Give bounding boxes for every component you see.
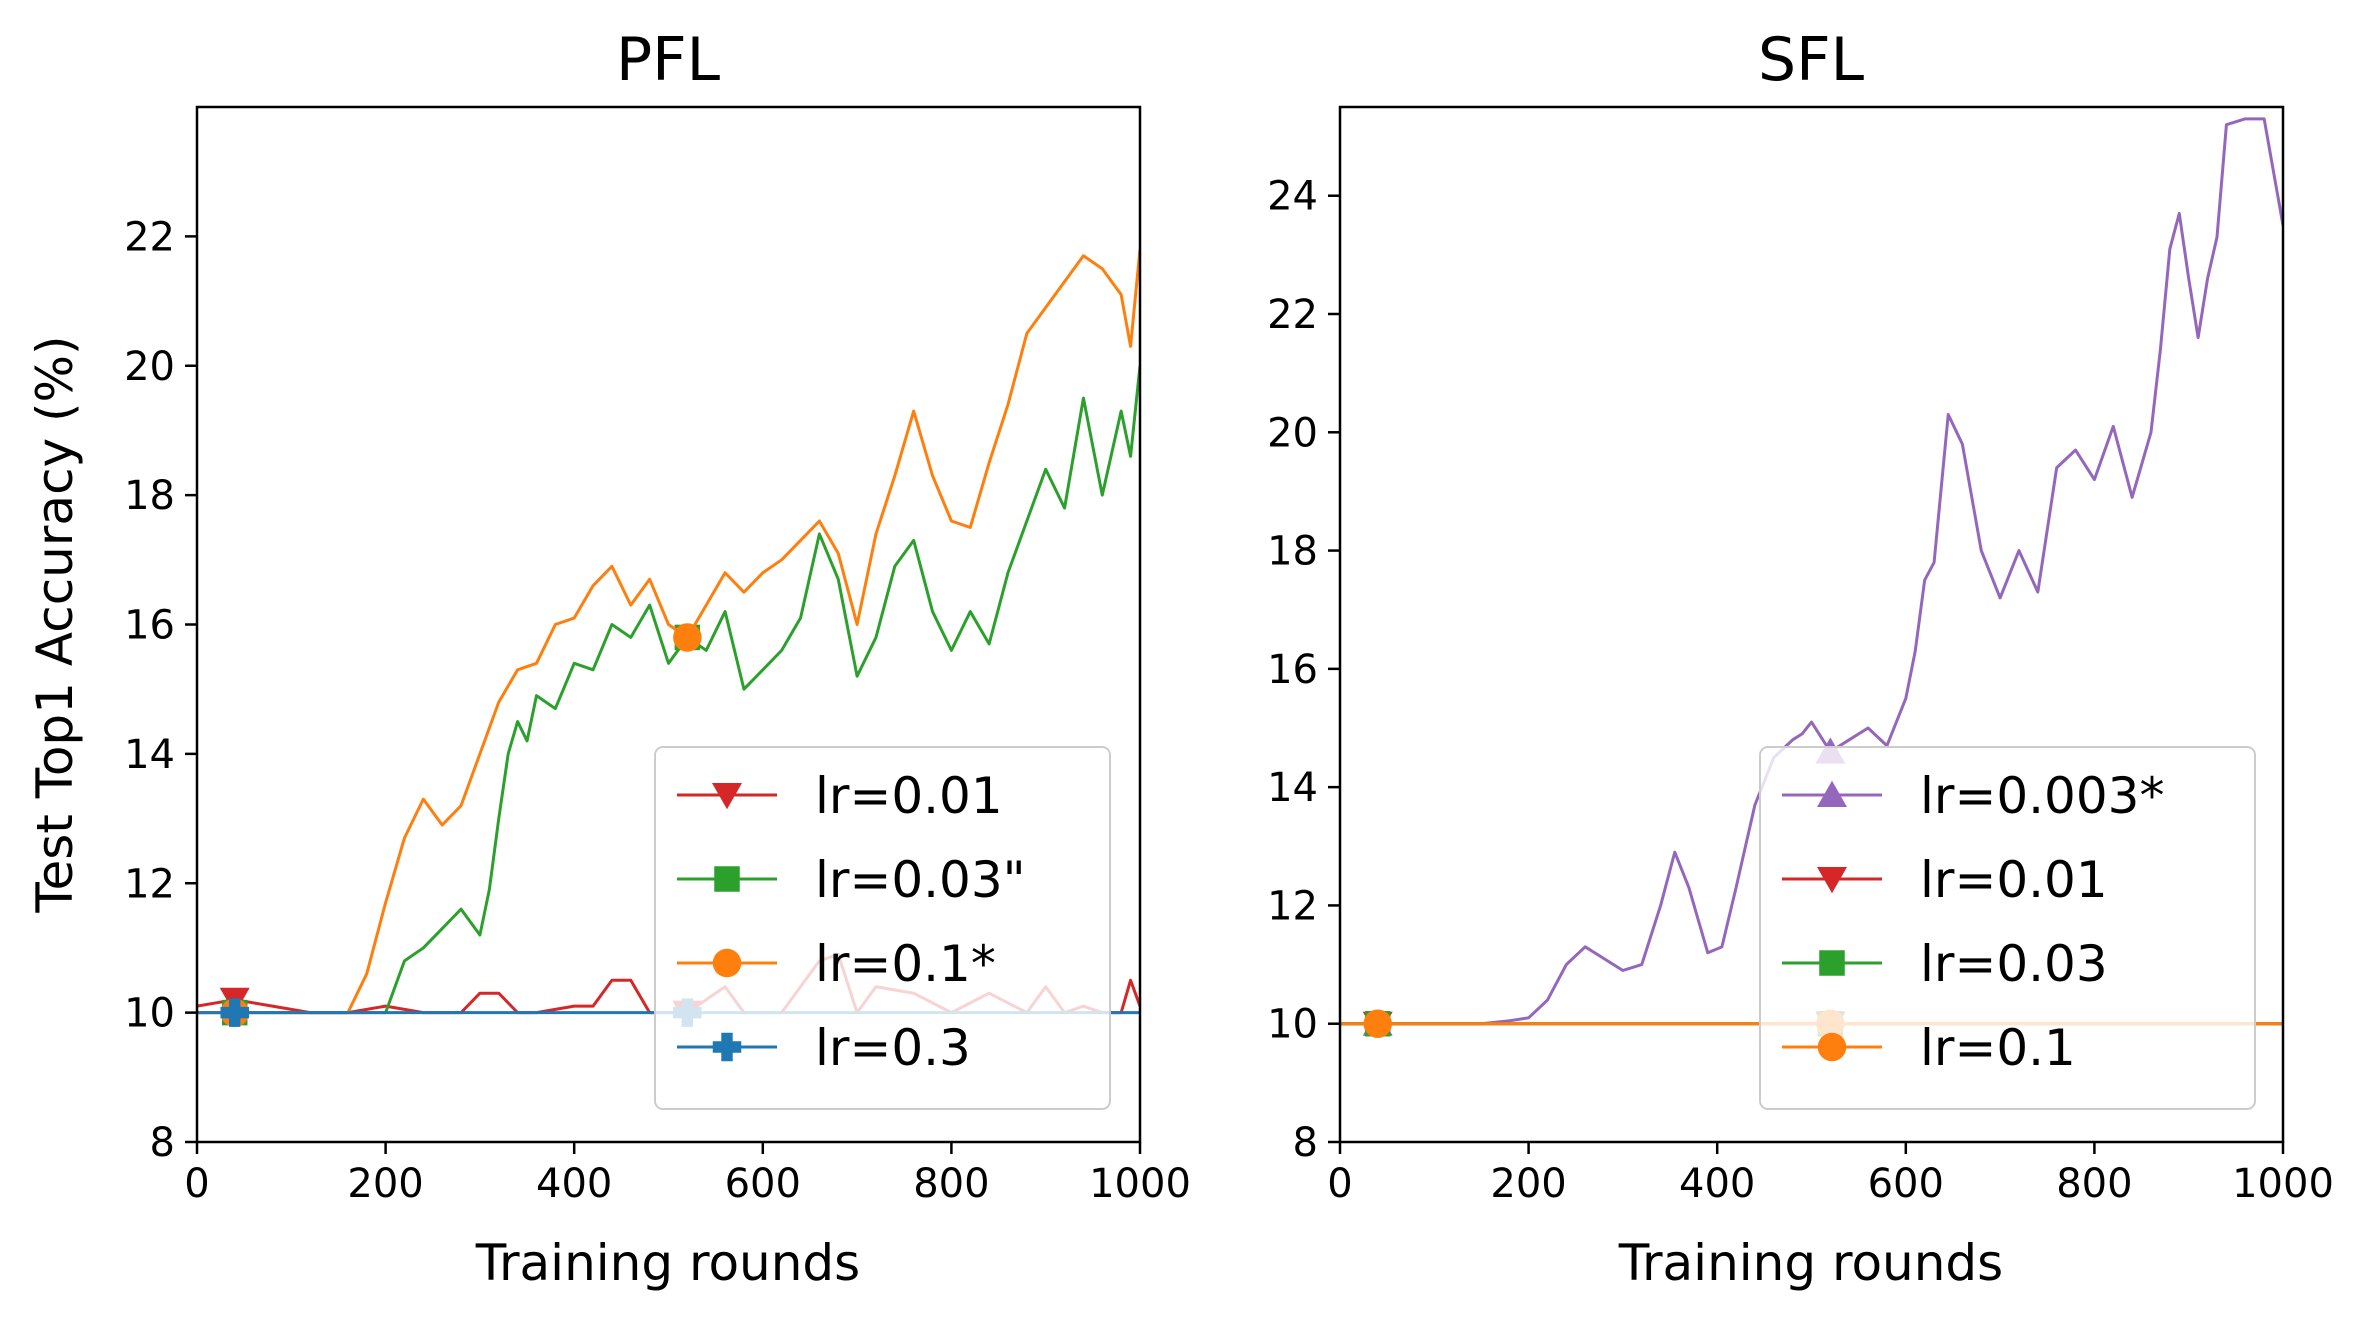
legend-marker [1817,1032,1847,1062]
legend-item-lr-0-1: lr=0.1 [1782,1019,2076,1077]
legend-item-lr-0-01: lr=0.01 [677,767,1003,825]
legend-label: lr=0.003* [1920,767,2164,825]
y-tick-label: 12 [124,861,175,907]
legend-label: lr=0.1* [815,935,996,993]
axes-frame [1338,105,2285,1144]
x-tick-label: 1000 [1089,1161,1191,1207]
x-tick-label: 0 [1327,1161,1352,1207]
y-tick-label: 14 [1267,765,1318,811]
x-tick-label: 200 [1490,1161,1566,1207]
y-axis-label: Test Top1 Accuracy (%) [26,335,84,913]
series-marker-lr-0-1 [673,623,702,652]
legend-item-lr-0-3: lr=0.3 [677,1019,971,1077]
legend-marker [712,783,742,810]
series-marker-lr-0-1 [1363,1009,1392,1038]
tick-layer: 0 200 400 600 800 1000 8 10 12 14 16 18 20 22 [124,214,1191,1207]
x-tick-label: 1000 [2232,1161,2334,1207]
y-tick-label: 24 [1267,174,1318,220]
x-axis-label: Training rounds [1618,1234,2003,1292]
legend-box [1759,746,2256,1110]
legend-marker [712,1032,742,1062]
legend-marker [712,948,742,978]
y-tick-label: 20 [124,344,175,390]
y-tick-label: 22 [124,214,175,260]
legend-marker [1819,950,1845,976]
legend-label: lr=0.1 [1920,1019,2076,1077]
x-tick-label: 800 [2056,1161,2132,1207]
chart-panel-sfl: SFL 0 200 400 600 800 1000 8 10 12 14 16 18 20 22 24 T… [1267,25,2334,1292]
x-tick-label: 0 [184,1161,209,1207]
y-tick-label: 14 [124,732,175,778]
y-tick-label: 22 [1267,292,1318,338]
legend-label: lr=0.01 [1920,851,2108,909]
y-tick-label: 12 [1267,883,1318,929]
y-tick-label: 18 [1267,529,1318,575]
y-tick-label: 10 [124,991,175,1037]
y-tick-label: 20 [1267,410,1318,456]
legend-label: lr=0.01 [815,767,1003,825]
legend-item-lr-0-03: lr=0.03" [677,851,1026,909]
chart-panel-pfl: PFL 0 200 400 600 800 1000 8 10 12 14 16 18 20 22 Tra… [26,25,1191,1292]
legend-item-lr-0-1: lr=0.1* [677,935,996,993]
legend-label: lr=0.3 [815,1019,971,1077]
x-tick-label: 600 [725,1161,801,1207]
y-tick-label: 8 [150,1120,175,1166]
tick-layer: 0 200 400 600 800 1000 8 10 12 14 16 18 20 22 24 [1267,174,2334,1207]
legend-marker [714,866,740,892]
series-line-lr-0-003 [1340,117,2283,1026]
y-tick-label: 18 [124,473,175,519]
x-tick-label: 400 [536,1161,612,1207]
y-tick-label: 16 [1267,647,1318,693]
legend-label: lr=0.03 [1920,935,2108,993]
series-line-lr-0-1 [197,249,1140,1015]
legend-item-lr-0-01: lr=0.01 [1782,851,2108,909]
x-tick-label: 600 [1868,1161,1944,1207]
x-tick-label: 200 [347,1161,423,1207]
legend-marker [1817,867,1847,894]
x-axis-label: Training rounds [475,1234,860,1292]
legend: lr=0.003* lr=0.01 lr=0.03 lr=0.1 [1759,746,2256,1110]
legend-box [654,746,1111,1110]
series-marker-lr-0-3 [220,998,249,1027]
legend-marker [1817,780,1847,807]
chart-title: SFL [1758,25,1865,95]
legend-label: lr=0.03" [815,851,1026,909]
y-tick-label: 16 [124,603,175,649]
chart-title: PFL [616,25,721,95]
x-tick-label: 400 [1679,1161,1755,1207]
x-tick-label: 800 [913,1161,989,1207]
legend: lr=0.01 lr=0.03" lr=0.1* lr=0.3 [654,746,1111,1110]
y-tick-label: 8 [1293,1120,1318,1166]
y-tick-label: 10 [1267,1002,1318,1048]
legend-item-lr-0-003: lr=0.003* [1782,767,2164,825]
legend-item-lr-0-03: lr=0.03 [1782,935,2108,993]
